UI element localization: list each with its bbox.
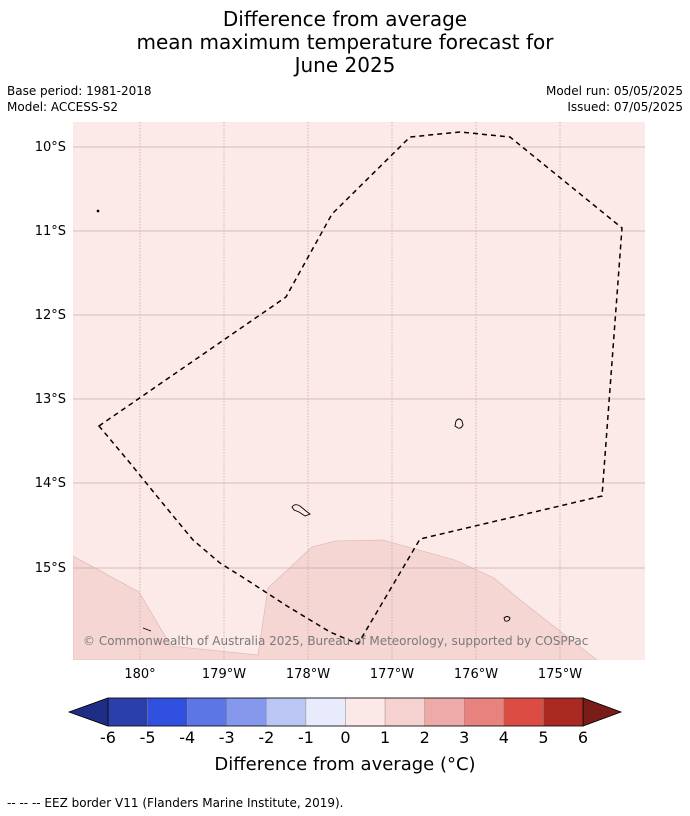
- lat-label: 15°S: [35, 561, 66, 576]
- meta-right: Model run: 05/05/2025 Issued: 07/05/2025: [546, 83, 683, 115]
- eez-legend: -- -- -- EEZ border V11 (Flanders Marine…: [7, 796, 344, 810]
- lat-label: 14°S: [35, 476, 66, 491]
- map-title: Difference from average mean maximum tem…: [0, 8, 690, 77]
- colorbar-swatch: [345, 697, 386, 727]
- island: [96, 209, 100, 213]
- map-figure: © Commonwealth of Australia 2025, Bureau…: [35, 122, 645, 747]
- anomaly-region: [73, 539, 598, 660]
- lon-label: 180°: [124, 667, 155, 682]
- colorbar-swatch: [384, 697, 425, 727]
- colorbar-swatch: [464, 697, 505, 727]
- colorbar-high-extend: [582, 697, 623, 727]
- lon-label: 175°W: [538, 667, 582, 682]
- colorbar-tick-label: 2: [420, 728, 430, 747]
- base-period: Base period: 1981-2018: [7, 84, 152, 98]
- lat-label: 11°S: [35, 224, 66, 239]
- colorbar-tick-label: 3: [459, 728, 469, 747]
- colorbar-label: Difference from average (°C): [214, 754, 476, 775]
- meta-left: Base period: 1981-2018 Model: ACCESS-S2: [7, 83, 152, 115]
- title-line-2: mean maximum temperature forecast for: [136, 30, 554, 54]
- colorbar-frame: [107, 697, 584, 727]
- colorbar-swatches: [107, 697, 584, 727]
- colorbar-swatch: [503, 697, 544, 727]
- island: [142, 627, 152, 632]
- colorbar-tick-label: -2: [258, 728, 274, 747]
- lat-label: 12°S: [35, 308, 66, 323]
- title-line-3: June 2025: [294, 53, 396, 77]
- island: [291, 504, 311, 517]
- colorbar-tick-label: 4: [499, 728, 509, 747]
- colorbar-tick-label: 1: [380, 728, 390, 747]
- colorbar-tick-label: 0: [340, 728, 350, 747]
- colorbar: -6 -5 -4 -3 -2 -1 0 1 2 3 4 5 6: [67, 697, 623, 747]
- colorbar-tick-label: -6: [100, 728, 116, 747]
- island: [503, 616, 511, 622]
- lon-label: 178°W: [286, 667, 330, 682]
- latitude-gridlines: [73, 146, 645, 569]
- colorbar-swatch: [147, 697, 188, 727]
- colorbar-tick-label: -1: [298, 728, 314, 747]
- colorbar-ticks: -6 -5 -4 -3 -2 -1 0 1 2 3 4 5 6: [100, 728, 588, 747]
- lon-label: 179°W: [202, 667, 246, 682]
- model-run: Model run: 05/05/2025: [545, 84, 683, 98]
- colorbar-low-extend: [67, 697, 109, 727]
- colorbar-tick-label: -5: [140, 728, 156, 747]
- colorbar-swatch: [424, 697, 465, 727]
- colorbar-tick-label: -4: [179, 728, 195, 747]
- colorbar-tick-label: 5: [538, 728, 548, 747]
- lat-label: 13°S: [35, 392, 66, 407]
- title-line-1: Difference from average: [222, 7, 468, 31]
- colorbar-swatch: [305, 697, 346, 727]
- colorbar-swatch: [543, 697, 584, 727]
- colorbar-swatch: [266, 697, 307, 727]
- colorbar-swatch: [226, 697, 267, 727]
- colorbar-tick-label: -3: [219, 728, 235, 747]
- eez-border: [97, 131, 623, 645]
- longitude-labels: 180° 179°W 178°W 177°W 176°W 175°W: [124, 667, 582, 682]
- colorbar-tick-label: 6: [578, 728, 588, 747]
- issued-date: Issued: 07/05/2025: [567, 100, 683, 114]
- islands: [96, 209, 511, 632]
- lat-label: 10°S: [35, 140, 66, 155]
- latitude-labels: 10°S 11°S 12°S 13°S 14°S 15°S: [35, 140, 66, 576]
- lon-label: 176°W: [454, 667, 498, 682]
- colorbar-swatch: [107, 697, 148, 727]
- model-name: Model: ACCESS-S2: [7, 100, 119, 114]
- copyright-text: © Commonwealth of Australia 2025, Bureau…: [83, 634, 588, 648]
- longitude-gridlines: [139, 122, 561, 660]
- map-panel: © Commonwealth of Australia 2025, Bureau…: [73, 122, 645, 660]
- lon-label: 177°W: [370, 667, 414, 682]
- island: [454, 418, 464, 429]
- colorbar-swatch: [186, 697, 227, 727]
